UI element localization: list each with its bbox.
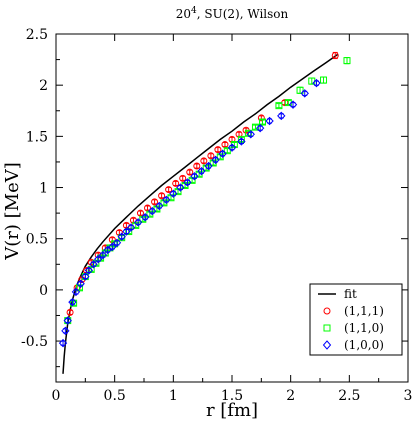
point-100 bbox=[288, 100, 298, 109]
point-111 bbox=[66, 308, 74, 316]
point-100 bbox=[169, 189, 178, 198]
point-100 bbox=[126, 223, 136, 232]
legend-marker-100 bbox=[322, 340, 332, 350]
point-100 bbox=[81, 272, 90, 281]
points-layer bbox=[58, 51, 351, 348]
point-111 bbox=[172, 179, 180, 187]
axis-ticks: 0 0.5 1 1.5 2 2.5 3 -0.5 0 0.5 1 1.5 2 2.5 bbox=[21, 27, 412, 404]
point-100 bbox=[71, 287, 81, 297]
point-100 bbox=[155, 201, 164, 211]
point-110 bbox=[320, 76, 328, 84]
y-tick-label: 1.5 bbox=[26, 129, 48, 145]
point-100 bbox=[227, 143, 237, 152]
point-100 bbox=[183, 178, 192, 187]
point-100 bbox=[211, 155, 220, 165]
point-100 bbox=[176, 183, 185, 192]
point-111 bbox=[186, 168, 194, 176]
point-100 bbox=[63, 316, 72, 325]
point-100 bbox=[255, 123, 265, 133]
y-axis-title: V(r) [MeV] bbox=[2, 162, 23, 261]
chart-title: 204, SU(2), Wilson bbox=[176, 6, 289, 21]
point-100 bbox=[162, 195, 171, 205]
legend-label-111: (1,1,1) bbox=[344, 304, 384, 318]
x-tick-label: 1 bbox=[169, 388, 178, 404]
point-100 bbox=[197, 166, 206, 176]
point-111 bbox=[257, 114, 265, 122]
point-100 bbox=[76, 279, 85, 288]
point-110 bbox=[296, 86, 304, 94]
point-100 bbox=[300, 89, 309, 98]
point-100 bbox=[190, 172, 199, 181]
point-100 bbox=[246, 130, 255, 139]
fit-line bbox=[62, 53, 339, 374]
point-110 bbox=[75, 284, 83, 292]
plot-area-frame bbox=[55, 33, 409, 383]
y-tick-label: 2 bbox=[39, 78, 48, 94]
point-110 bbox=[223, 147, 231, 155]
point-100 bbox=[58, 338, 68, 348]
point-100 bbox=[117, 232, 126, 241]
fit-layer bbox=[62, 53, 339, 374]
x-tick-label: 1.5 bbox=[221, 388, 243, 404]
point-111 bbox=[331, 51, 339, 59]
point-100 bbox=[112, 238, 122, 248]
point-110 bbox=[259, 118, 267, 126]
y-tick-label: 0.5 bbox=[26, 232, 48, 248]
point-111 bbox=[158, 192, 166, 200]
point-100 bbox=[218, 149, 227, 158]
point-100 bbox=[94, 254, 103, 264]
point-111 bbox=[200, 157, 208, 165]
point-111 bbox=[214, 146, 222, 154]
point-110 bbox=[275, 102, 283, 110]
y-tick-label: -0.5 bbox=[21, 334, 48, 350]
chart-title-sup: 4 bbox=[191, 6, 197, 16]
x-tick-label: 2 bbox=[286, 388, 295, 404]
point-111 bbox=[165, 186, 173, 194]
point-111 bbox=[179, 174, 187, 182]
x-tick-label: 0 bbox=[52, 388, 61, 404]
legend: fit (1,1,1) (1,1,0) (1,0,0) bbox=[309, 283, 403, 356]
x-tick-label: 2.5 bbox=[338, 388, 360, 404]
point-100 bbox=[237, 137, 246, 146]
point-111 bbox=[193, 162, 201, 170]
point-100 bbox=[84, 266, 94, 275]
x-axis-title: r [fm] bbox=[206, 400, 258, 421]
point-110 bbox=[343, 57, 351, 65]
point-100 bbox=[140, 213, 150, 222]
point-111 bbox=[151, 198, 159, 206]
point-100 bbox=[68, 297, 77, 307]
legend-label-110: (1,1,0) bbox=[344, 321, 384, 335]
point-100 bbox=[122, 227, 131, 236]
point-100 bbox=[61, 326, 70, 336]
point-100 bbox=[108, 242, 117, 252]
legend-label-100: (1,0,0) bbox=[344, 338, 384, 352]
point-100 bbox=[265, 116, 274, 126]
point-100 bbox=[312, 78, 321, 88]
legend-marker-111 bbox=[323, 307, 331, 315]
legend-label-fit: fit bbox=[344, 287, 357, 301]
y-tick-label: 0 bbox=[39, 283, 48, 299]
x-tick-label: 3 bbox=[404, 388, 413, 404]
point-100 bbox=[98, 250, 108, 260]
point-110 bbox=[251, 123, 259, 131]
point-100 bbox=[204, 161, 213, 171]
point-100 bbox=[148, 206, 157, 216]
x-tick-label: 0.5 bbox=[104, 388, 126, 404]
y-tick-label: 2.5 bbox=[26, 27, 48, 43]
y-tick-label: 1 bbox=[39, 181, 48, 197]
point-100 bbox=[89, 260, 98, 269]
point-100 bbox=[277, 111, 286, 121]
chart-title-rest: , SU(2), Wilson bbox=[197, 7, 289, 21]
legend-marker-110 bbox=[323, 324, 331, 332]
point-111 bbox=[207, 152, 215, 160]
point-100 bbox=[133, 218, 143, 227]
chart-title-main: 20 bbox=[176, 7, 191, 21]
